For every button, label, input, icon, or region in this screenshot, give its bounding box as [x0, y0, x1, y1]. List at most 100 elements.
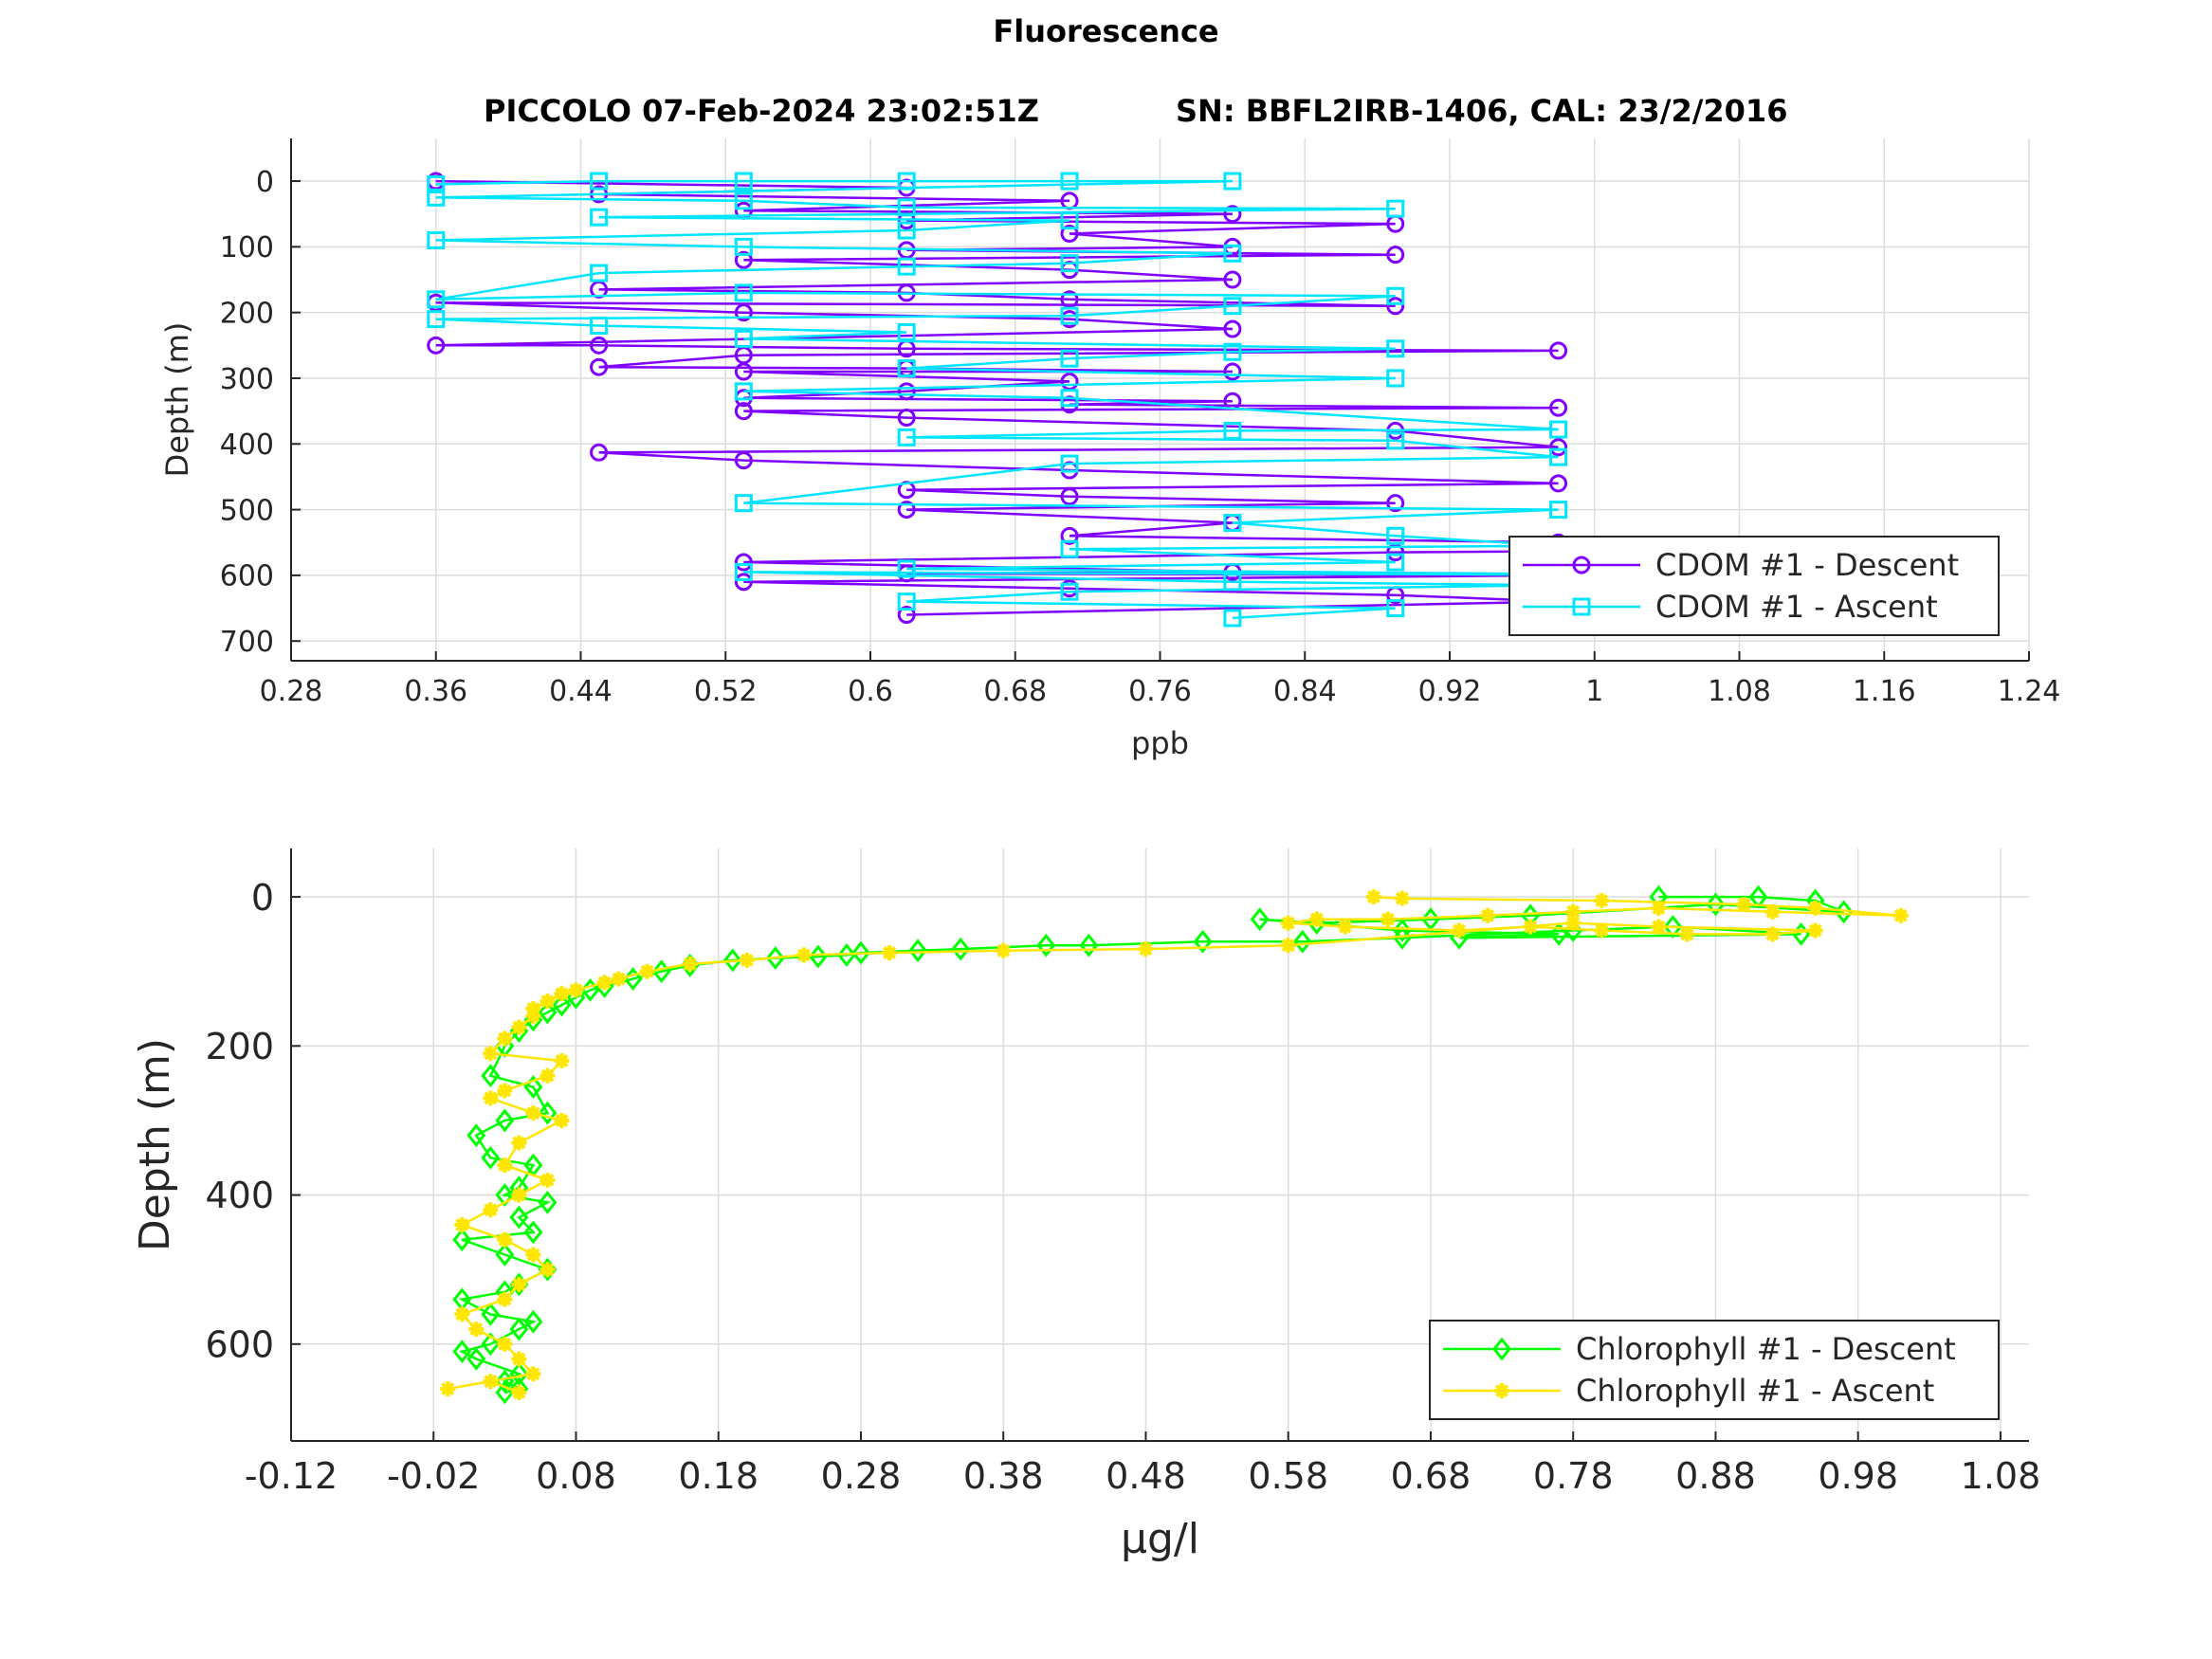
data-point: [1386, 431, 1405, 450]
data-point: [897, 605, 916, 624]
data-point: [1223, 297, 1242, 316]
x-tick-label: 0.58: [1248, 1455, 1328, 1497]
x-tick-label: 0.28: [260, 675, 323, 708]
data-point: [539, 1067, 556, 1084]
data-point: [1060, 211, 1079, 230]
data-point: [590, 208, 609, 227]
data-point: [837, 943, 856, 967]
data-point: [897, 428, 916, 447]
data-point: [1523, 919, 1539, 935]
x-tick-label: 0.68: [983, 675, 1047, 708]
data-point: [1193, 929, 1213, 954]
data-point: [1386, 599, 1405, 618]
data-point: [497, 1231, 513, 1248]
x-tick-label: 0.88: [1675, 1455, 1756, 1497]
data-point: [495, 1243, 515, 1267]
y-tick-label: 700: [220, 626, 274, 659]
data-point: [1386, 199, 1405, 218]
x-tick-label: 1.16: [1853, 675, 1916, 708]
data-point: [452, 1228, 472, 1252]
data-point: [452, 1340, 472, 1364]
data-point: [539, 1172, 556, 1188]
legend-marker: [1572, 556, 1591, 574]
data-point: [897, 198, 916, 217]
data-point: [734, 303, 753, 322]
data-point: [1308, 911, 1325, 927]
x-tick-label: 0.68: [1391, 1455, 1472, 1497]
chart-2: -0.12 -0.02 0.08 0.18 0.28 0.38 0.48 0.58 0.68 0.…: [131, 848, 2040, 1563]
data-point: [568, 982, 584, 998]
data-point: [495, 1183, 515, 1207]
y-tick-label: 100: [220, 231, 274, 264]
data-point: [1223, 172, 1242, 191]
data-point: [483, 1090, 499, 1106]
data-point: [1549, 447, 1568, 466]
data-point: [1386, 369, 1405, 388]
data-point: [427, 336, 446, 355]
data-point: [511, 1019, 527, 1035]
y-tick-label: 600: [205, 1323, 274, 1365]
data-point: [1380, 911, 1396, 927]
data-point: [1060, 539, 1079, 558]
data-point: [1250, 907, 1270, 932]
data-point: [511, 1384, 527, 1400]
data-point: [525, 1008, 541, 1024]
data-point: [1452, 922, 1468, 939]
data-point: [1060, 454, 1079, 473]
data-point: [1223, 513, 1242, 532]
data-point: [897, 409, 916, 428]
data-point: [481, 1064, 501, 1088]
x-tick-label: 0.98: [1818, 1455, 1898, 1497]
data-point: [1663, 915, 1683, 939]
legend: Chlorophyll #1 - Descent Chlorophyll #1 -…: [1429, 1320, 2000, 1420]
data-point: [1365, 889, 1381, 905]
legend-box: [1508, 536, 2000, 636]
data-point: [1549, 341, 1568, 360]
data-point: [1565, 903, 1581, 920]
data-point: [590, 317, 609, 336]
data-point: [483, 1202, 499, 1218]
data-point: [523, 1220, 543, 1245]
data-point: [1223, 205, 1242, 224]
data-point: [1060, 526, 1079, 545]
data-point: [1594, 893, 1610, 909]
data-point: [511, 1276, 527, 1292]
data-point: [497, 1083, 513, 1099]
data-point: [1892, 907, 1909, 923]
data-point: [1386, 526, 1405, 545]
data-point: [1060, 389, 1079, 408]
x-tick-label: 0.76: [1128, 675, 1192, 708]
data-point: [897, 501, 916, 520]
data-point: [511, 1187, 527, 1203]
y-axis-label: Depth (m): [159, 322, 195, 478]
data-point: [497, 1030, 513, 1047]
data-point: [734, 283, 753, 302]
data-point: [1060, 254, 1079, 273]
data-point: [1480, 907, 1496, 923]
data-point: [639, 963, 655, 979]
data-point: [851, 940, 870, 965]
series-line: [435, 179, 1722, 620]
data-point: [525, 1366, 541, 1382]
data-point: [1060, 349, 1079, 368]
data-point: [468, 1322, 484, 1338]
data-point: [897, 592, 916, 611]
data-point: [897, 382, 916, 401]
data-point: [882, 945, 898, 961]
legend-marker: [1572, 597, 1591, 616]
data-point: [466, 1123, 486, 1148]
data-point: [454, 1306, 470, 1322]
data-point: [1394, 890, 1410, 906]
data-point: [481, 1302, 501, 1326]
data-point: [1337, 919, 1353, 935]
legend: CDOM #1 - Descent CDOM #1 - Ascent: [1508, 536, 2000, 636]
y-tick-label: 400: [205, 1175, 274, 1216]
data-point: [440, 1380, 456, 1396]
x-tick-label: 0.08: [536, 1455, 616, 1497]
data-point: [897, 221, 916, 240]
series-2: [440, 889, 1909, 1400]
data-point: [427, 230, 446, 249]
data-point: [734, 451, 753, 470]
y-tick-label: 500: [220, 494, 274, 527]
data-point: [1834, 900, 1854, 924]
